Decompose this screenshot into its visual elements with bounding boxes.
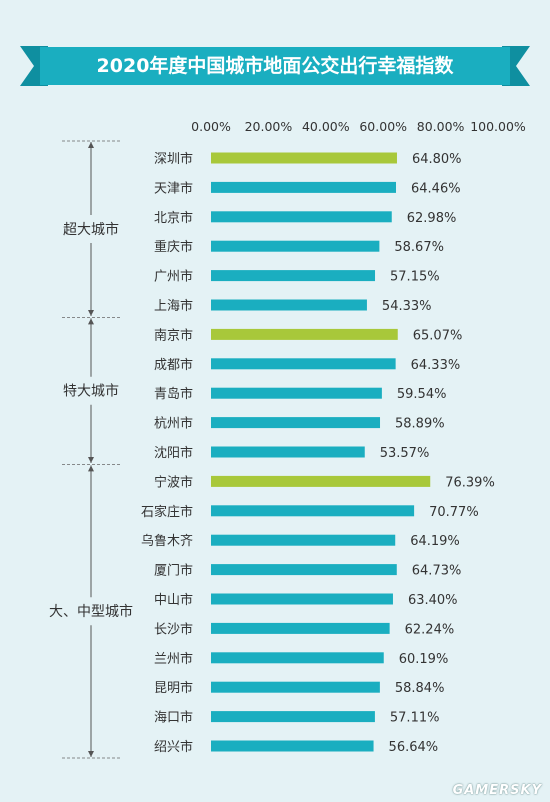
- bar: [211, 593, 393, 605]
- city-label: 深圳市: [154, 151, 193, 167]
- city-label: 南京市: [154, 327, 193, 343]
- x-tick-label: 20.00%: [245, 119, 293, 134]
- value-label: 70.77%: [429, 505, 479, 520]
- value-label: 57.11%: [390, 711, 440, 726]
- city-label: 兰州市: [154, 651, 193, 667]
- x-tick-label: 100.00%: [470, 119, 526, 134]
- value-label: 64.33%: [411, 358, 461, 373]
- value-label: 58.67%: [394, 240, 444, 255]
- bar: [211, 152, 397, 164]
- bracket-arrow-up: [88, 142, 94, 148]
- city-label: 广州市: [154, 269, 193, 285]
- city-label: 乌鲁木齐: [141, 533, 193, 549]
- value-label: 60.19%: [399, 652, 449, 667]
- bar: [211, 240, 380, 252]
- bar: [211, 534, 396, 546]
- group-label: 特大城市: [63, 383, 119, 400]
- value-label: 62.24%: [405, 622, 455, 637]
- bar: [211, 387, 382, 399]
- bracket-arrow-up: [88, 318, 94, 325]
- value-label: 64.19%: [410, 534, 460, 549]
- bar: [211, 181, 397, 193]
- bracket-arrow-down: [88, 751, 94, 757]
- bar: [211, 211, 392, 223]
- city-label: 海口市: [154, 710, 193, 726]
- city-label: 沈阳市: [154, 445, 193, 461]
- value-label: 64.80%: [412, 152, 462, 167]
- value-label: 53.57%: [380, 446, 430, 461]
- bar: [211, 475, 431, 487]
- group-label: 大、中型城市: [49, 603, 133, 620]
- city-label: 厦门市: [154, 563, 193, 579]
- value-label: 76.39%: [445, 475, 495, 490]
- bar: [211, 740, 374, 752]
- bar: [211, 299, 367, 311]
- city-label: 上海市: [154, 298, 193, 314]
- bar: [211, 652, 384, 664]
- watermark-logo: GAMERSKY: [452, 783, 542, 798]
- value-label: 54.33%: [382, 299, 432, 314]
- title-background: [40, 47, 510, 85]
- x-tick-label: 80.00%: [417, 119, 465, 134]
- chart-title: 2020年度中国城市地面公交出行幸福指数: [97, 54, 455, 77]
- x-axis: 0.00% 20.00% 40.00% 60.00% 80.00% 100.00%: [191, 119, 526, 134]
- bracket-arrow-down: [88, 457, 94, 463]
- city-label: 北京市: [154, 210, 193, 226]
- value-label: 59.54%: [397, 387, 447, 402]
- city-label: 中山市: [154, 592, 193, 608]
- city-label: 宁波市: [154, 474, 193, 490]
- bar: [211, 622, 390, 634]
- x-tick-label: 0.00%: [191, 119, 231, 134]
- bar: [211, 270, 376, 282]
- bars: 深圳市 64.80% 天津市 64.46% 北京市 62.98% 重庆市 58.67% 广州市 5…: [141, 151, 495, 755]
- bracket-arrow-down: [88, 310, 94, 316]
- city-label: 天津市: [154, 180, 193, 196]
- group-label: 超大城市: [63, 221, 119, 238]
- bar: [211, 505, 415, 517]
- bar: [211, 681, 380, 693]
- value-label: 62.98%: [407, 211, 457, 226]
- bar: [211, 711, 375, 723]
- bracket-arrow-up: [88, 465, 94, 472]
- value-label: 58.84%: [395, 681, 445, 696]
- city-label: 昆明市: [154, 680, 193, 696]
- city-label: 绍兴市: [154, 739, 193, 755]
- x-tick-label: 60.00%: [359, 119, 407, 134]
- value-label: 56.64%: [389, 740, 439, 755]
- bar: [211, 417, 381, 429]
- bar: [211, 358, 396, 370]
- city-label: 石家庄市: [141, 504, 193, 520]
- bar: [211, 564, 397, 576]
- city-label: 长沙市: [154, 621, 193, 637]
- city-label: 成都市: [154, 357, 193, 373]
- x-tick-label: 40.00%: [302, 119, 350, 134]
- value-label: 57.15%: [390, 270, 440, 285]
- value-label: 65.07%: [413, 328, 463, 343]
- city-label: 青岛市: [154, 386, 193, 402]
- value-label: 64.73%: [412, 564, 462, 579]
- bar: [211, 446, 365, 458]
- title-banner: 2020年度中国城市地面公交出行幸福指数: [20, 46, 530, 86]
- value-label: 64.46%: [411, 181, 461, 196]
- value-label: 58.89%: [395, 417, 445, 432]
- bar: [211, 328, 398, 340]
- city-label: 重庆市: [154, 239, 193, 255]
- city-label: 杭州市: [154, 416, 193, 432]
- value-label: 63.40%: [408, 593, 458, 608]
